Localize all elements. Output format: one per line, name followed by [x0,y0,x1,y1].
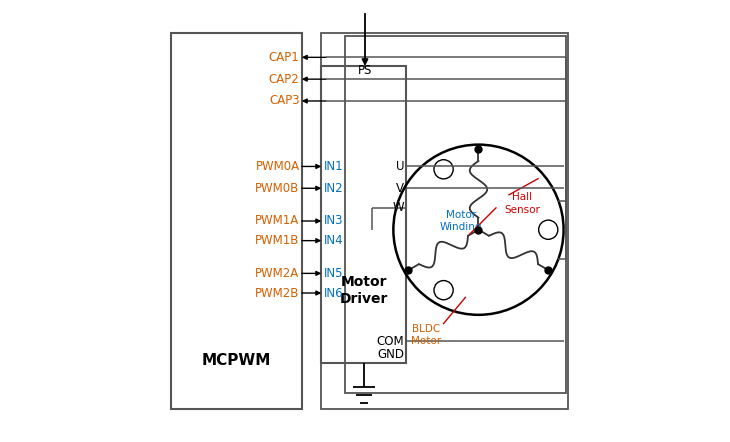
Bar [171,33,301,409]
Text: PWM2A: PWM2A [255,267,299,280]
Text: PWM2B: PWM2B [255,286,299,300]
Text: BLDC
Motor: BLDC Motor [411,324,441,346]
Text: IN5: IN5 [323,267,343,280]
Text: Motor
Winding: Motor Winding [439,210,483,232]
Text: IN2: IN2 [323,182,343,195]
Text: W: W [393,202,404,214]
Bar [321,33,568,409]
Bar [345,35,566,393]
Text: CAP2: CAP2 [269,72,299,86]
Text: MCPWM: MCPWM [201,353,271,368]
Text: IN4: IN4 [323,234,343,247]
Bar [321,66,407,363]
Text: IN3: IN3 [323,214,343,228]
Text: IN1: IN1 [323,160,343,173]
Text: PWM1A: PWM1A [255,214,299,228]
Text: Hall
Sensor: Hall Sensor [504,192,540,215]
Text: PWM0B: PWM0B [255,182,299,195]
Text: GND: GND [377,347,404,361]
Text: PWM0A: PWM0A [255,160,299,173]
Text: COM: COM [377,335,404,347]
Text: U: U [396,160,404,173]
Text: CAP3: CAP3 [269,95,299,107]
Text: PS: PS [358,64,372,77]
Text: IN6: IN6 [323,286,343,300]
Text: Motor
Driver: Motor Driver [339,275,388,306]
Text: V: V [396,182,404,195]
Text: PWM1B: PWM1B [255,234,299,247]
Text: CAP1: CAP1 [269,51,299,64]
